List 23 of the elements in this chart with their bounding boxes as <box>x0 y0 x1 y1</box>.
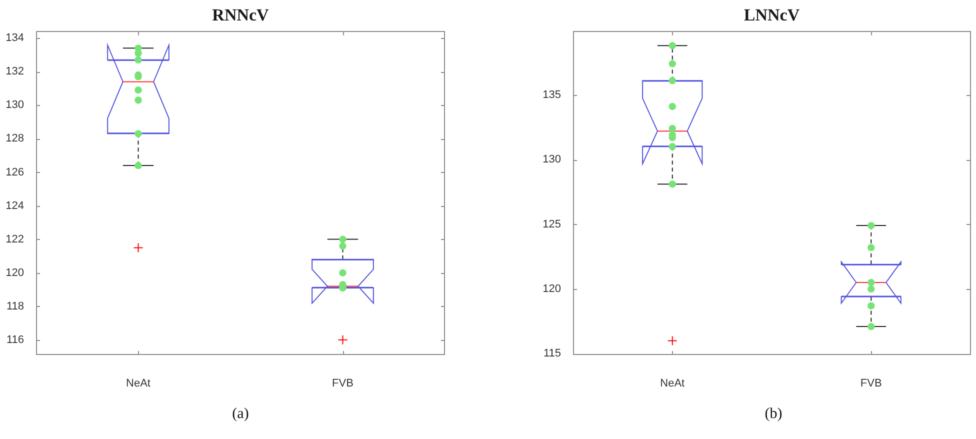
y-tick-label: 130 <box>542 154 561 166</box>
chart-title: RNNcV <box>212 6 270 25</box>
y-tick-label: 126 <box>6 166 24 178</box>
y-tick-label: 120 <box>6 266 24 279</box>
x-tick-label: NeAt <box>660 378 685 390</box>
y-tick-label: 128 <box>6 132 24 145</box>
y-tick-label: 135 <box>542 88 561 101</box>
y-tick-label: 118 <box>6 300 24 312</box>
x-tick-label: NeAt <box>126 378 150 390</box>
text: (b) <box>764 405 784 424</box>
y-tick-label: 124 <box>6 200 24 212</box>
y-tick-label: 134 <box>6 32 24 44</box>
x-tick-label: FVB <box>332 378 354 390</box>
y-tick-label: 130 <box>6 99 24 112</box>
y-tick-label: 132 <box>6 66 24 78</box>
y-tick-label: 116 <box>6 334 24 346</box>
text: (a) <box>231 405 250 424</box>
y-tick-label: 115 <box>543 348 561 360</box>
y-tick-label: 125 <box>542 218 561 230</box>
x-tick-label: FVB <box>860 378 882 390</box>
y-tick-label: 120 <box>542 283 561 296</box>
chart-title: LNNcV <box>744 6 800 25</box>
y-tick-label: 122 <box>6 233 24 246</box>
